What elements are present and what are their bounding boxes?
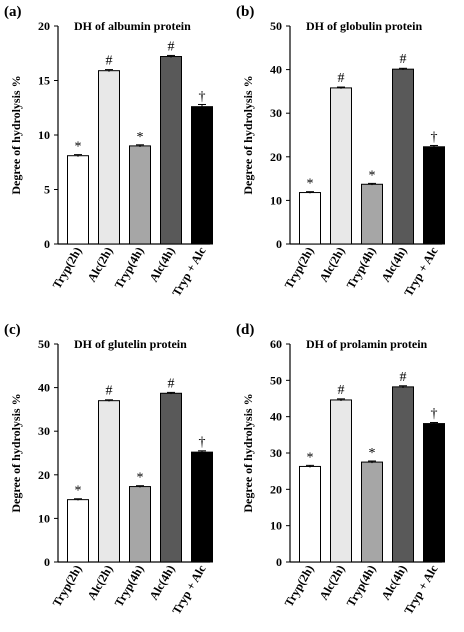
significance-marker: * — [307, 450, 314, 465]
x-tick-label: Tryp(4h) — [112, 562, 147, 609]
y-tick-label: 40 — [270, 410, 282, 424]
y-tick-label: 50 — [270, 373, 282, 387]
x-tick-label: Alc(2h) — [316, 245, 347, 285]
y-tick-label: 0 — [276, 237, 282, 251]
x-tick-label: Tryp(4h) — [112, 244, 147, 291]
bar — [129, 145, 151, 245]
y-tick-label: 20 — [270, 482, 282, 496]
bar — [330, 399, 352, 563]
significance-marker: # — [338, 383, 345, 398]
significance-marker: * — [137, 471, 144, 486]
y-tick-label: 10 — [38, 128, 50, 142]
y-tick-label: 30 — [270, 446, 282, 460]
bar — [423, 423, 445, 563]
bar — [361, 461, 383, 563]
x-tick-label: Alc(4h) — [146, 245, 177, 285]
significance-marker: # — [400, 52, 407, 67]
significance-marker: † — [199, 435, 206, 450]
y-tick-label: 5 — [44, 183, 50, 197]
significance-marker: † — [431, 130, 438, 145]
panel-letter: (d) — [236, 322, 254, 338]
x-tick-label: Alc(4h) — [378, 563, 409, 603]
y-tick-label: 0 — [44, 237, 50, 251]
y-axis-label: Degree of hydrolysis % — [241, 393, 255, 512]
chart-panel-2: (c) DH of glutelin protein Degree of hydro… — [4, 322, 213, 617]
significance-marker: † — [431, 407, 438, 422]
x-tick-label: Tryp(4h) — [344, 562, 379, 609]
y-tick-label: 40 — [270, 63, 282, 77]
x-tick-label: Tryp(2h) — [50, 244, 85, 291]
y-tick-label: 10 — [270, 193, 282, 207]
chart-panel-1: (b) DH of globulin protein Degree of hydro… — [236, 4, 445, 299]
bar — [67, 155, 89, 245]
significance-marker: † — [199, 90, 206, 105]
y-tick-label: 60 — [270, 337, 282, 351]
bar — [299, 465, 321, 563]
x-tick-label: Alc(4h) — [378, 245, 409, 285]
panel-letter: (b) — [236, 4, 254, 20]
x-tick-label: Alc(4h) — [146, 563, 177, 603]
x-tick-label: Tryp(2h) — [282, 562, 317, 609]
y-tick-label: 10 — [38, 511, 50, 525]
significance-marker: * — [369, 446, 376, 461]
bar — [299, 192, 321, 245]
x-tick-label: Alc(2h) — [84, 563, 115, 603]
y-axis-label: Degree of hydrolysis % — [241, 75, 255, 194]
bar — [98, 400, 120, 563]
significance-marker: # — [168, 40, 175, 55]
panel-letter: (a) — [4, 4, 22, 20]
bar — [191, 451, 213, 563]
y-tick-label: 40 — [38, 381, 50, 395]
significance-marker: # — [400, 370, 407, 385]
bar — [330, 87, 352, 245]
significance-marker: * — [307, 177, 314, 192]
significance-marker: # — [106, 384, 113, 399]
chart-title: DH of globulin protein — [306, 19, 422, 33]
bar — [160, 56, 182, 245]
bar — [361, 183, 383, 245]
y-tick-label: 50 — [38, 337, 50, 351]
x-tick-label: Tryp(4h) — [344, 244, 379, 291]
chart-panel-3: (d) DH of prolamin protein Degree of hydro… — [236, 322, 445, 617]
significance-marker: # — [168, 376, 175, 391]
chart-title: DH of albumin protein — [74, 19, 191, 33]
y-axis-label: Degree of hydrolysis % — [9, 75, 23, 194]
y-tick-label: 20 — [38, 468, 50, 482]
y-tick-label: 0 — [44, 555, 50, 569]
chart-panel-0: (a) DH of albumin protein Degree of hydrol… — [4, 4, 213, 299]
y-tick-label: 10 — [270, 519, 282, 533]
y-tick-label: 30 — [270, 106, 282, 120]
y-tick-label: 0 — [276, 555, 282, 569]
x-tick-label: Alc(2h) — [84, 245, 115, 285]
bar — [423, 146, 445, 245]
chart-title: DH of glutelin protein — [74, 337, 187, 351]
chart-title: DH of prolamin protein — [306, 337, 428, 351]
significance-marker: * — [369, 168, 376, 183]
bar — [392, 68, 414, 245]
x-tick-label: Alc(2h) — [316, 563, 347, 603]
y-tick-label: 50 — [270, 19, 282, 33]
bar — [392, 386, 414, 563]
panel-letter: (c) — [4, 322, 21, 338]
y-axis-label: Degree of hydrolysis % — [9, 393, 23, 512]
x-tick-label: Tryp(2h) — [50, 562, 85, 609]
y-tick-label: 20 — [270, 150, 282, 164]
y-tick-label: 30 — [38, 424, 50, 438]
bar — [67, 499, 89, 563]
significance-marker: * — [137, 130, 144, 145]
y-tick-label: 15 — [38, 74, 50, 88]
y-tick-label: 20 — [38, 19, 50, 33]
x-tick-label: Tryp(2h) — [282, 244, 317, 291]
significance-marker: # — [338, 71, 345, 86]
bar — [160, 392, 182, 563]
bar — [98, 70, 120, 245]
significance-marker: * — [75, 140, 82, 155]
bar — [191, 106, 213, 245]
bar — [129, 486, 151, 563]
significance-marker: * — [75, 484, 82, 499]
significance-marker: # — [106, 54, 113, 69]
